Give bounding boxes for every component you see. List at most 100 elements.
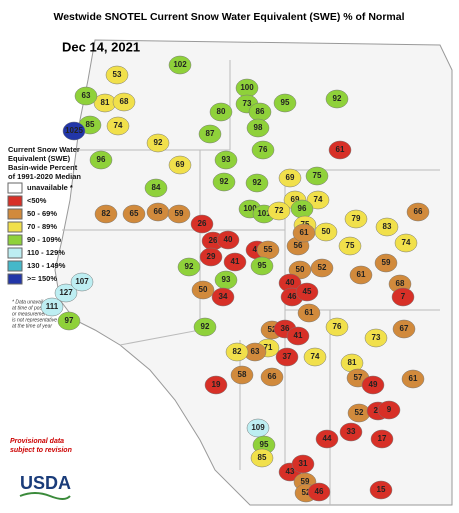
logo-wave (19, 492, 71, 500)
basin (374, 253, 398, 273)
legend-swatch (7, 221, 23, 233)
basin-label: 7 (401, 292, 406, 301)
basin-label: 84 (152, 183, 161, 192)
basin-label: 61 (357, 270, 366, 279)
basin-label: 87 (206, 129, 215, 138)
basin (209, 102, 233, 122)
basin-label: 53 (113, 70, 122, 79)
basin (105, 65, 129, 85)
basin (225, 342, 249, 362)
basin-label: 49 (369, 380, 378, 389)
legend-label: <50% (27, 196, 47, 205)
basin (338, 236, 362, 256)
basin (168, 55, 192, 75)
basin-label: 95 (281, 98, 290, 107)
land (54, 39, 453, 506)
basin-label: 61 (300, 228, 309, 237)
basin-label: 40 (224, 235, 233, 244)
basin (122, 204, 146, 224)
basin-label: 68 (120, 97, 129, 106)
basin-label: 45 (303, 287, 312, 296)
basin-label: 111 (46, 302, 59, 311)
basin-label: 100 (243, 204, 257, 213)
basin (146, 133, 170, 153)
basin-label: 95 (260, 440, 269, 449)
basin-label: 63 (82, 91, 91, 100)
basin (349, 265, 373, 285)
basin (177, 257, 201, 277)
basin-label: 26 (198, 219, 207, 228)
basin (199, 247, 223, 267)
basin (168, 155, 192, 175)
basin-label: 93 (222, 275, 231, 284)
basin (364, 328, 388, 348)
basin (275, 347, 299, 367)
basin (315, 429, 339, 449)
legend-footnote: or measurement (12, 311, 49, 317)
provisional-note: Provisional data (10, 438, 64, 445)
basin-label: 83 (383, 222, 392, 231)
legend-label: 50 - 69% (27, 209, 57, 218)
basin-label: 79 (352, 214, 361, 223)
basin-label: 43 (286, 467, 295, 476)
basin (70, 272, 94, 292)
basin (375, 217, 399, 237)
basin-label: 98 (254, 123, 263, 132)
basin-label: 59 (301, 477, 310, 486)
basin (344, 209, 368, 229)
basin-label: 58 (238, 370, 247, 379)
basin-label: 96 (97, 155, 106, 164)
date: Dec 14, 2021 (62, 39, 140, 54)
basin-label: 61 (336, 145, 345, 154)
basin (57, 311, 81, 331)
basin-label: 107 (75, 277, 89, 286)
legend-label: 90 - 109% (27, 235, 62, 244)
basin (394, 233, 418, 253)
basin-label: 50 (322, 227, 331, 236)
basin (190, 214, 214, 234)
legend-title: Current Snow Water (8, 145, 80, 154)
basin (89, 150, 113, 170)
basin-label: 65 (130, 209, 139, 218)
basin-label: 92 (185, 262, 194, 271)
basin-label: 73 (243, 99, 252, 108)
basin-label: 76 (259, 145, 268, 154)
basin-label: 61 (409, 374, 418, 383)
basin (250, 256, 274, 276)
legend-label: >= 150% (27, 274, 57, 283)
basin-label: 57 (354, 373, 363, 382)
legend-title: Basin-wide Percent (8, 163, 78, 172)
legend-swatch (7, 273, 23, 285)
basin-label: 66 (154, 207, 163, 216)
basin (303, 347, 327, 367)
basin-label: 92 (154, 138, 163, 147)
basin (260, 367, 284, 387)
basin-label: 52 (355, 408, 364, 417)
provisional-note: subject to revision (10, 447, 72, 454)
basin (273, 93, 297, 113)
basin-label: 109 (251, 423, 265, 432)
basin-label: 19 (212, 380, 221, 389)
basin-label: 96 (298, 204, 307, 213)
basin-label: 75 (313, 171, 322, 180)
basin-label: 63 (251, 347, 260, 356)
legend-footnote: * Data unavailable (12, 299, 53, 305)
basin-label: 100 (240, 83, 254, 92)
basin-label: 85 (86, 120, 95, 129)
basin (286, 326, 310, 346)
basin-label: 80 (217, 107, 226, 116)
basin-label: 69 (291, 195, 300, 204)
basin-label: 33 (347, 427, 356, 436)
basin-label: 52 (318, 263, 327, 272)
basin-label: 31 (299, 459, 308, 468)
basin (62, 121, 86, 141)
basin (94, 204, 118, 224)
basin (214, 150, 238, 170)
basin (223, 252, 247, 272)
legend-swatch (7, 208, 23, 220)
basin-label: 82 (102, 209, 111, 218)
basin-label: 56 (294, 241, 303, 250)
basin (377, 400, 401, 420)
legend-label: 130 - 149% (27, 261, 66, 270)
basin-label: 97 (65, 316, 74, 325)
